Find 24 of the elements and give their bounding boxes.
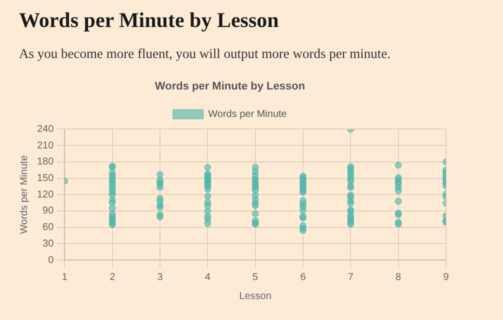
- y-tick-label: 120: [36, 189, 54, 200]
- chart-title: Words per Minute by Lesson: [154, 80, 306, 93]
- y-tick-label: 240: [36, 124, 54, 135]
- x-tick-label: 6: [300, 272, 306, 283]
- y-tick-label: 0: [48, 254, 54, 266]
- x-tick-label: 4: [204, 272, 211, 283]
- x-axis-title: Lesson: [239, 290, 272, 302]
- text: Words per Minute by Lesson: [19, 8, 279, 33]
- y-tick-label: 180: [36, 156, 54, 168]
- x-tick-label: 2: [110, 272, 116, 283]
- y-tick-label: 90: [42, 206, 54, 217]
- y-tick-label: 30: [42, 238, 54, 250]
- y-tick-label: 210: [36, 140, 54, 152]
- x-tick-label: 8: [396, 272, 402, 283]
- x-tick-label: 1: [62, 272, 68, 283]
- x-tick-label: 3: [157, 272, 164, 283]
- y-tick-label: 60: [42, 222, 54, 234]
- x-tick-label: 5: [252, 272, 259, 283]
- x-tick-label: 9: [443, 272, 450, 283]
- chart-subtitle: As you become more fluent, you will output more words per minute.: [19, 46, 391, 62]
- y-tick-label: 150: [36, 173, 54, 184]
- legend-label: Words per Minute: [208, 108, 288, 120]
- y-axis-title: Words per Minute: [18, 154, 30, 234]
- x-tick-label: 7: [348, 272, 354, 283]
